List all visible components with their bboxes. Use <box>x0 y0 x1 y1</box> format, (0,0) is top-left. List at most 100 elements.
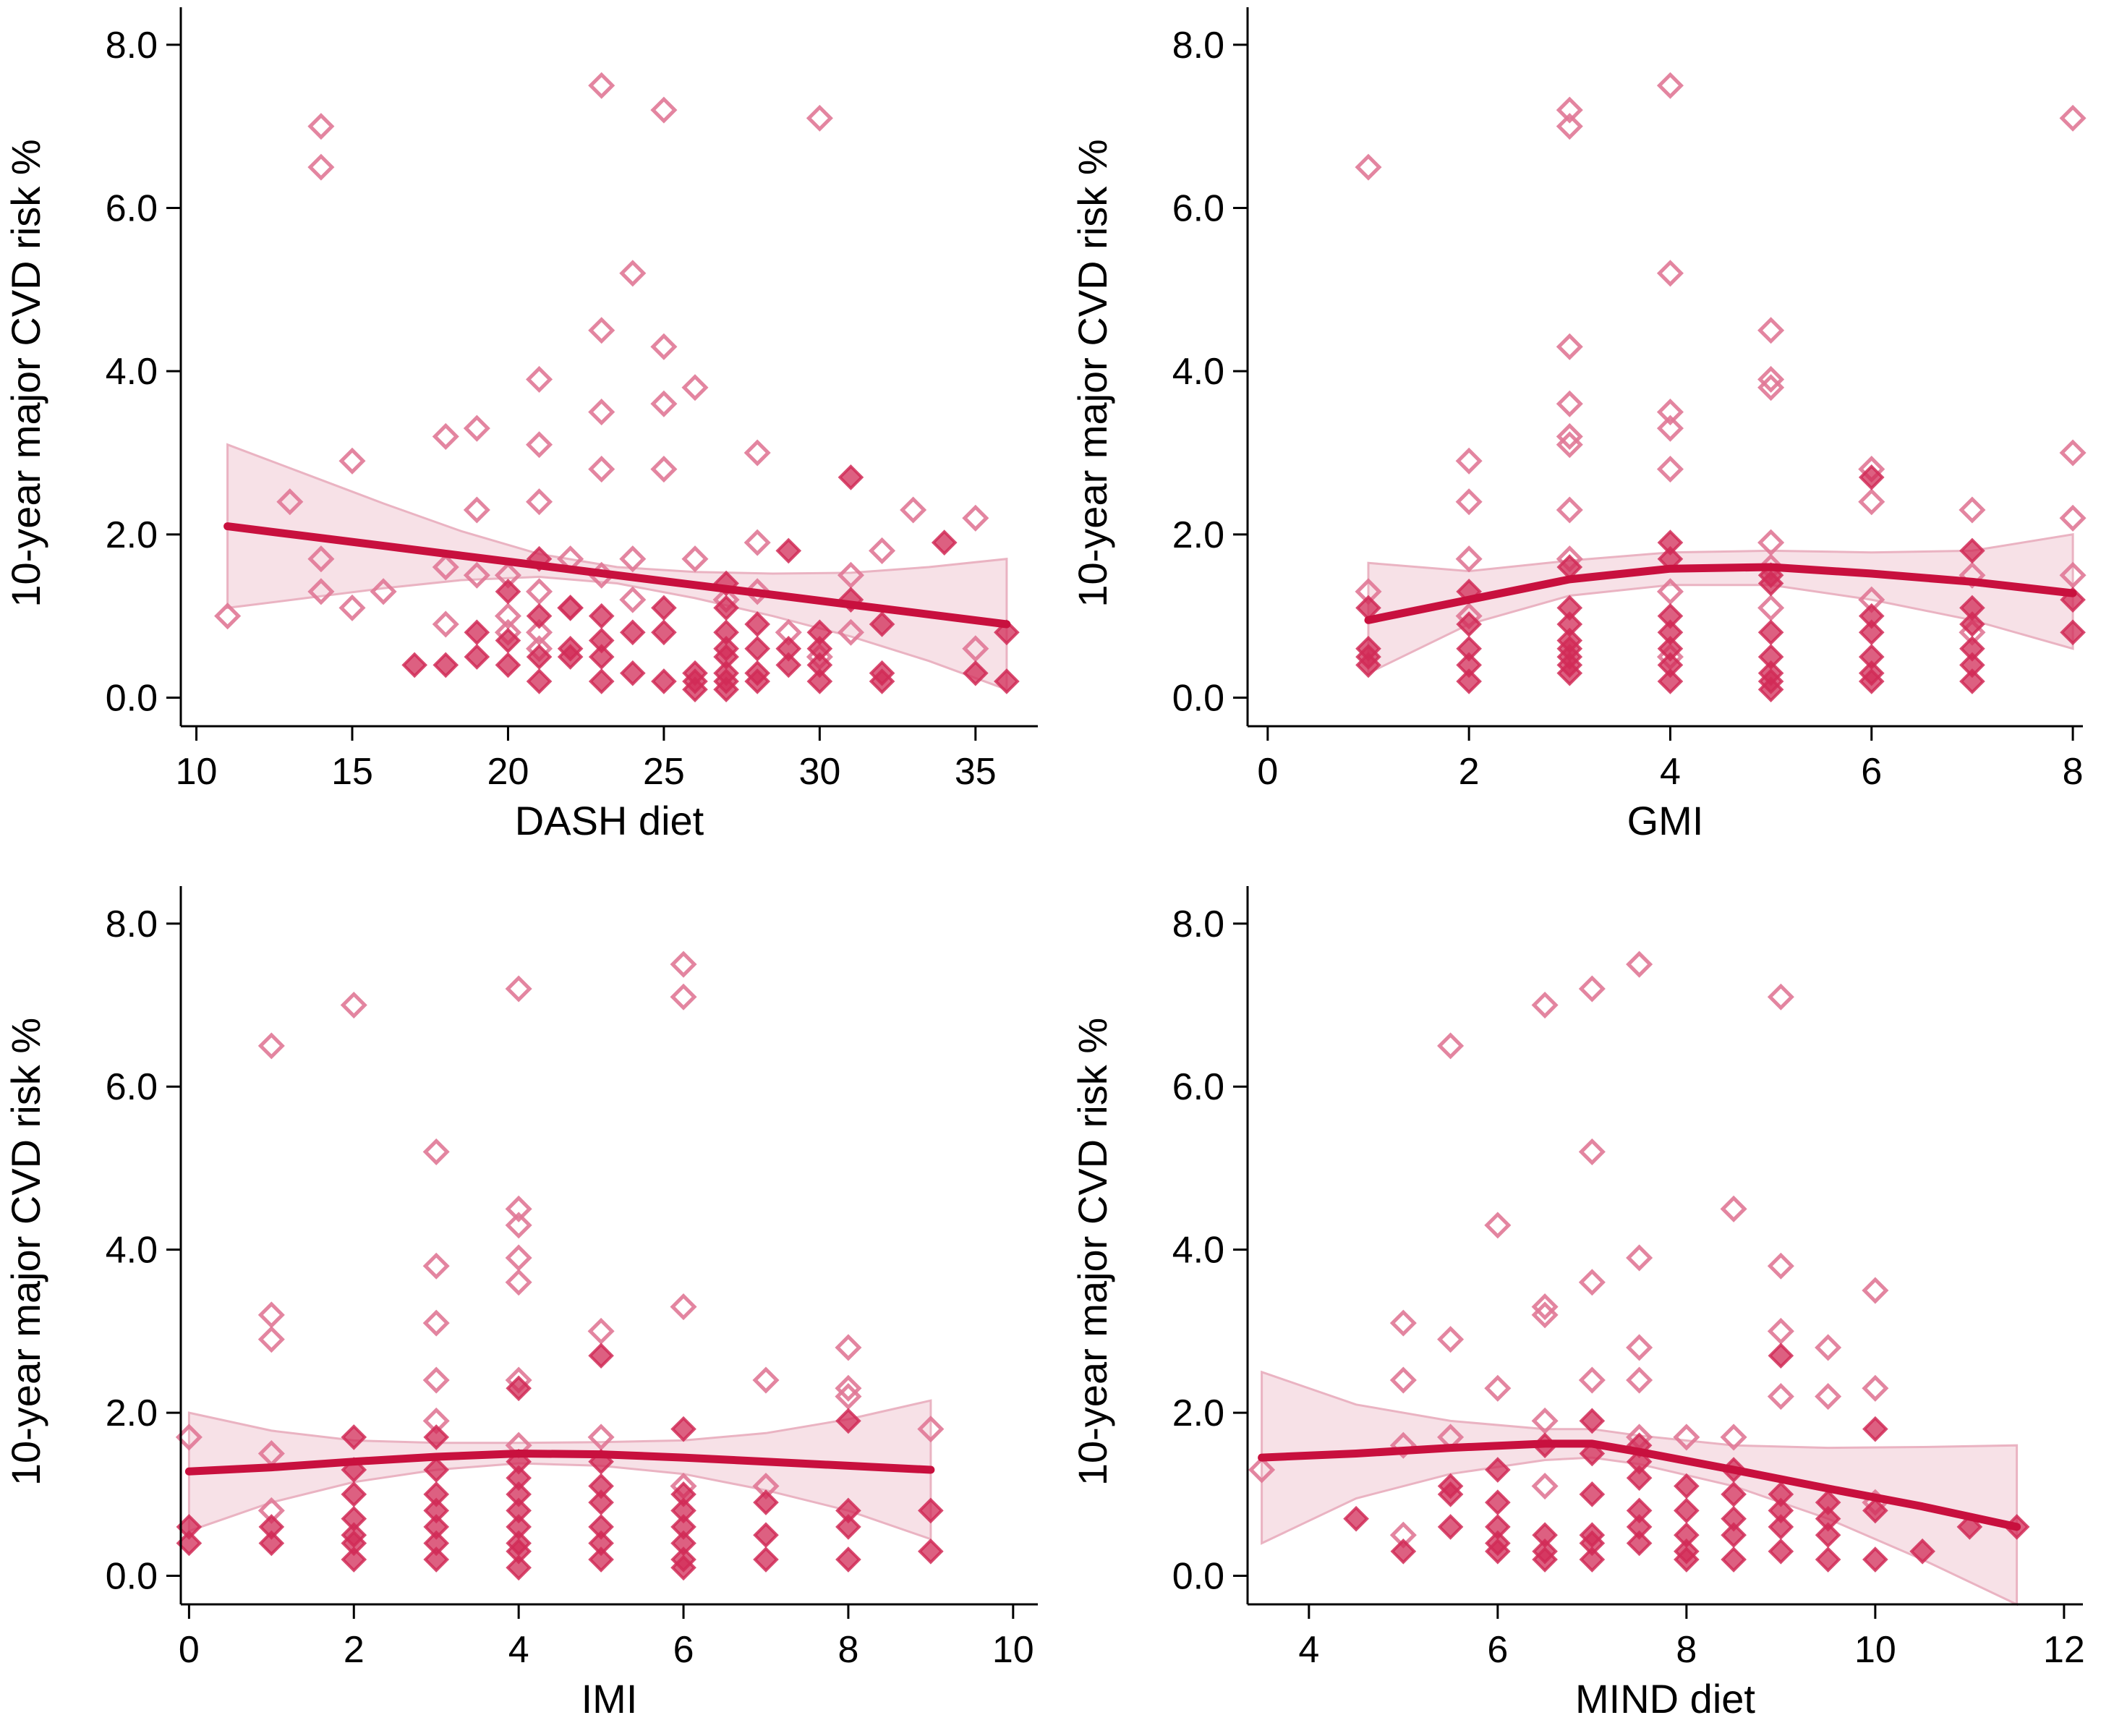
data-point-outline <box>1556 96 1583 124</box>
data-point-outline <box>1578 1366 1606 1394</box>
data-point-filled <box>651 668 677 694</box>
data-point-outline <box>1455 545 1483 573</box>
x-tick-label: 20 <box>487 751 529 793</box>
panel-dash-diet: 0.0 2.0 4.0 6.0 8.0 10 15 20 25 30 35 DASH diet 10-y… <box>3 7 1038 843</box>
data-point-filled <box>588 603 615 629</box>
data-point-filled <box>1862 1546 1888 1573</box>
data-point-outline <box>588 72 615 99</box>
data-point-outline <box>962 635 989 663</box>
x-tick-label: 6 <box>1487 1629 1508 1671</box>
data-point-outline <box>743 529 771 556</box>
data-point-filled <box>495 627 521 654</box>
data-point-filled <box>341 1546 367 1573</box>
data-point-outline <box>588 456 615 483</box>
data-point-outline <box>2059 104 2087 132</box>
data-point-outline <box>2059 561 2087 589</box>
data-point-filled <box>423 1457 450 1483</box>
data-point-filled <box>506 1554 532 1581</box>
data-point-outline <box>494 603 521 630</box>
data-point-filled <box>994 668 1020 694</box>
fit-line <box>1364 563 2077 624</box>
data-point-filled <box>744 668 771 694</box>
data-point-outline <box>835 1383 862 1410</box>
data-point-outline <box>1455 488 1483 516</box>
data-point-filled <box>1674 1546 1700 1573</box>
data-point-outline <box>1437 1326 1465 1353</box>
x-tick-label: 2 <box>344 1629 365 1671</box>
data-point-outline <box>962 504 989 532</box>
data-point-outline <box>2059 439 2087 467</box>
data-point-outline <box>422 1309 450 1337</box>
x-tick-label: 0 <box>1257 751 1278 793</box>
data-point-filled <box>341 1424 367 1450</box>
data-point-outline <box>1578 975 1606 1003</box>
data-point-filled <box>1343 1505 1369 1532</box>
data-point-outline <box>1626 1244 1653 1272</box>
data-point-outline <box>526 365 553 393</box>
data-point-outline <box>1484 1212 1512 1239</box>
x-axis-title: GMI <box>1627 798 1704 843</box>
x-tick-label: 8 <box>2063 751 2084 793</box>
data-point-outline <box>743 439 771 467</box>
data-point-filled <box>744 635 771 662</box>
data-point-filled <box>588 644 615 670</box>
data-point-filled <box>682 676 708 703</box>
data-point-outline <box>307 153 335 181</box>
data-point-outline <box>1531 1301 1559 1329</box>
data-point-filled <box>423 1546 450 1573</box>
data-point-filled <box>1626 1465 1653 1492</box>
data-point-filled <box>1456 668 1482 694</box>
x-tick-label: 30 <box>798 751 840 793</box>
data-point-outline <box>1815 1383 1842 1410</box>
data-point-outline <box>681 545 709 573</box>
data-point-filled <box>1815 1546 1841 1573</box>
data-point-outline <box>1656 414 1684 442</box>
data-point-filled <box>713 595 739 621</box>
data-point-outline <box>1656 578 1684 605</box>
y-tick-label: 2.0 <box>106 1392 158 1434</box>
y-tick-label: 8.0 <box>1172 903 1224 945</box>
data-point-outline <box>1656 260 1684 287</box>
data-point-filled <box>341 1481 367 1507</box>
y-tick-label: 8.0 <box>106 903 158 945</box>
data-point-outline <box>257 1032 285 1060</box>
data-point-filled <box>495 578 521 605</box>
data-point-filled <box>962 660 989 686</box>
data-point-filled <box>1858 619 1885 646</box>
data-point-outline <box>1355 153 1382 181</box>
data-point-outline <box>1720 1424 1747 1451</box>
data-point-outline <box>1578 1269 1606 1296</box>
data-point-outline <box>1556 496 1583 524</box>
data-point-filled <box>1579 1546 1606 1573</box>
data-point-filled <box>1626 1530 1653 1557</box>
data-point-outline <box>1578 1138 1606 1165</box>
data-point-outline <box>257 1301 285 1329</box>
x-tick-label: 15 <box>331 751 373 793</box>
data-point-filled <box>835 1546 861 1573</box>
y-tick-label: 0.0 <box>1172 678 1224 720</box>
data-point-outline <box>1626 1334 1653 1361</box>
data-point-filled <box>918 1538 944 1565</box>
data-point-outline <box>526 578 553 605</box>
y-tick-label: 0.0 <box>106 1556 158 1598</box>
data-point-outline <box>1862 1277 1889 1304</box>
data-point-outline <box>837 618 864 646</box>
data-point-outline <box>869 537 896 564</box>
data-point-filled <box>464 619 490 646</box>
data-point-filled <box>506 1375 532 1402</box>
data-point-filled <box>1674 1497 1700 1524</box>
data-point-outline <box>670 1293 697 1321</box>
data-point-filled <box>835 1408 861 1434</box>
data-point-filled <box>432 652 459 678</box>
data-point-outline <box>1531 1293 1559 1321</box>
y-tick-label: 4.0 <box>1172 351 1224 393</box>
y-axis-title: 10-year major CVD risk % <box>1070 139 1115 607</box>
data-point-outline <box>670 950 697 978</box>
data-point-outline <box>1959 496 1986 524</box>
data-point-outline <box>432 610 459 638</box>
data-point-filled <box>1858 464 1885 490</box>
data-point-outline <box>650 390 678 417</box>
data-point-filled <box>526 668 553 694</box>
data-point-outline <box>1556 390 1583 417</box>
data-point-filled <box>588 1343 614 1369</box>
